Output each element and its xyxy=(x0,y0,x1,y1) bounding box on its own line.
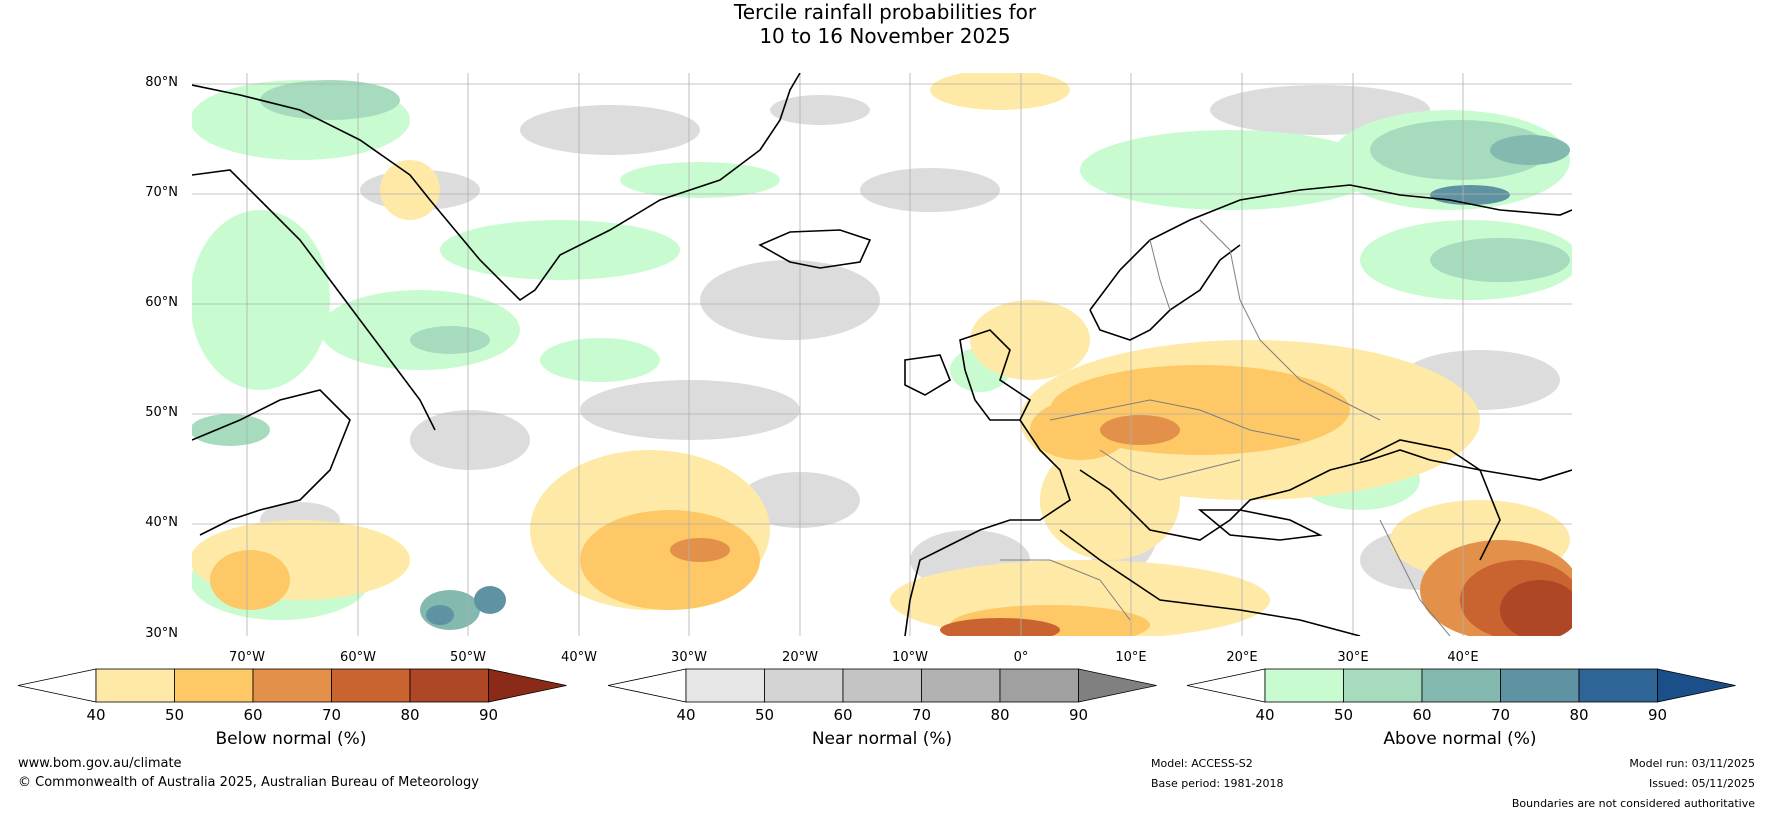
footer-model: Model: ACCESS-S2 xyxy=(1151,757,1253,770)
map-title: Tercile rainfall probabilities for 10 to… xyxy=(0,0,1770,48)
probability-field xyxy=(192,73,1572,636)
lon-label-10e: 10°E xyxy=(1115,650,1147,665)
graticule xyxy=(192,73,1572,636)
lon-label-30e: 30°E xyxy=(1337,650,1369,665)
lat-label-30n: 30°N xyxy=(145,626,178,641)
footer-disclaimer: Boundaries are not considered authoritat… xyxy=(1511,797,1755,810)
below-normal-areas xyxy=(192,73,1572,636)
lon-label-40e: 40°E xyxy=(1447,650,1479,665)
lon-label-60w: 60°W xyxy=(340,650,376,665)
colorbar-near-label: Near normal (%) xyxy=(811,729,953,749)
footer-base-period: Base period: 1981-2018 xyxy=(1151,777,1284,790)
lat-label-80n: 80°N xyxy=(145,75,178,90)
lon-label-30w: 30°W xyxy=(671,650,707,665)
title-line-1: Tercile rainfall probabilities for xyxy=(733,0,1037,24)
lat-label-40n: 40°N xyxy=(145,515,178,530)
footer-issued: Issued: 05/11/2025 xyxy=(1648,777,1755,790)
lon-label-10w: 10°W xyxy=(892,650,928,665)
coastlines xyxy=(192,73,1572,636)
footer-copyright: © Commonwealth of Australia 2025, Austra… xyxy=(18,775,479,790)
lon-label-50w: 50°W xyxy=(450,650,486,665)
lon-label-20e: 20°E xyxy=(1226,650,1258,665)
country-borders xyxy=(1000,219,1451,636)
footer-website[interactable]: www.bom.gov.au/climate xyxy=(18,756,182,771)
colorbar-above-label: Above normal (%) xyxy=(1383,729,1537,749)
lat-label-50n: 50°N xyxy=(145,405,178,420)
lon-label-40w: 40°W xyxy=(561,650,597,665)
lon-label-20w: 20°W xyxy=(782,650,818,665)
title-line-2: 10 to 16 November 2025 xyxy=(759,24,1011,48)
lon-label-70w: 70°W xyxy=(229,650,265,665)
lon-label-0: 0° xyxy=(1013,650,1029,665)
colorbar-below-label: Below normal (%) xyxy=(215,729,367,749)
lat-label-60n: 60°N xyxy=(145,295,178,310)
footer-model-run: Model run: 03/11/2025 xyxy=(1629,757,1755,770)
lat-label-70n: 70°N xyxy=(145,185,178,200)
